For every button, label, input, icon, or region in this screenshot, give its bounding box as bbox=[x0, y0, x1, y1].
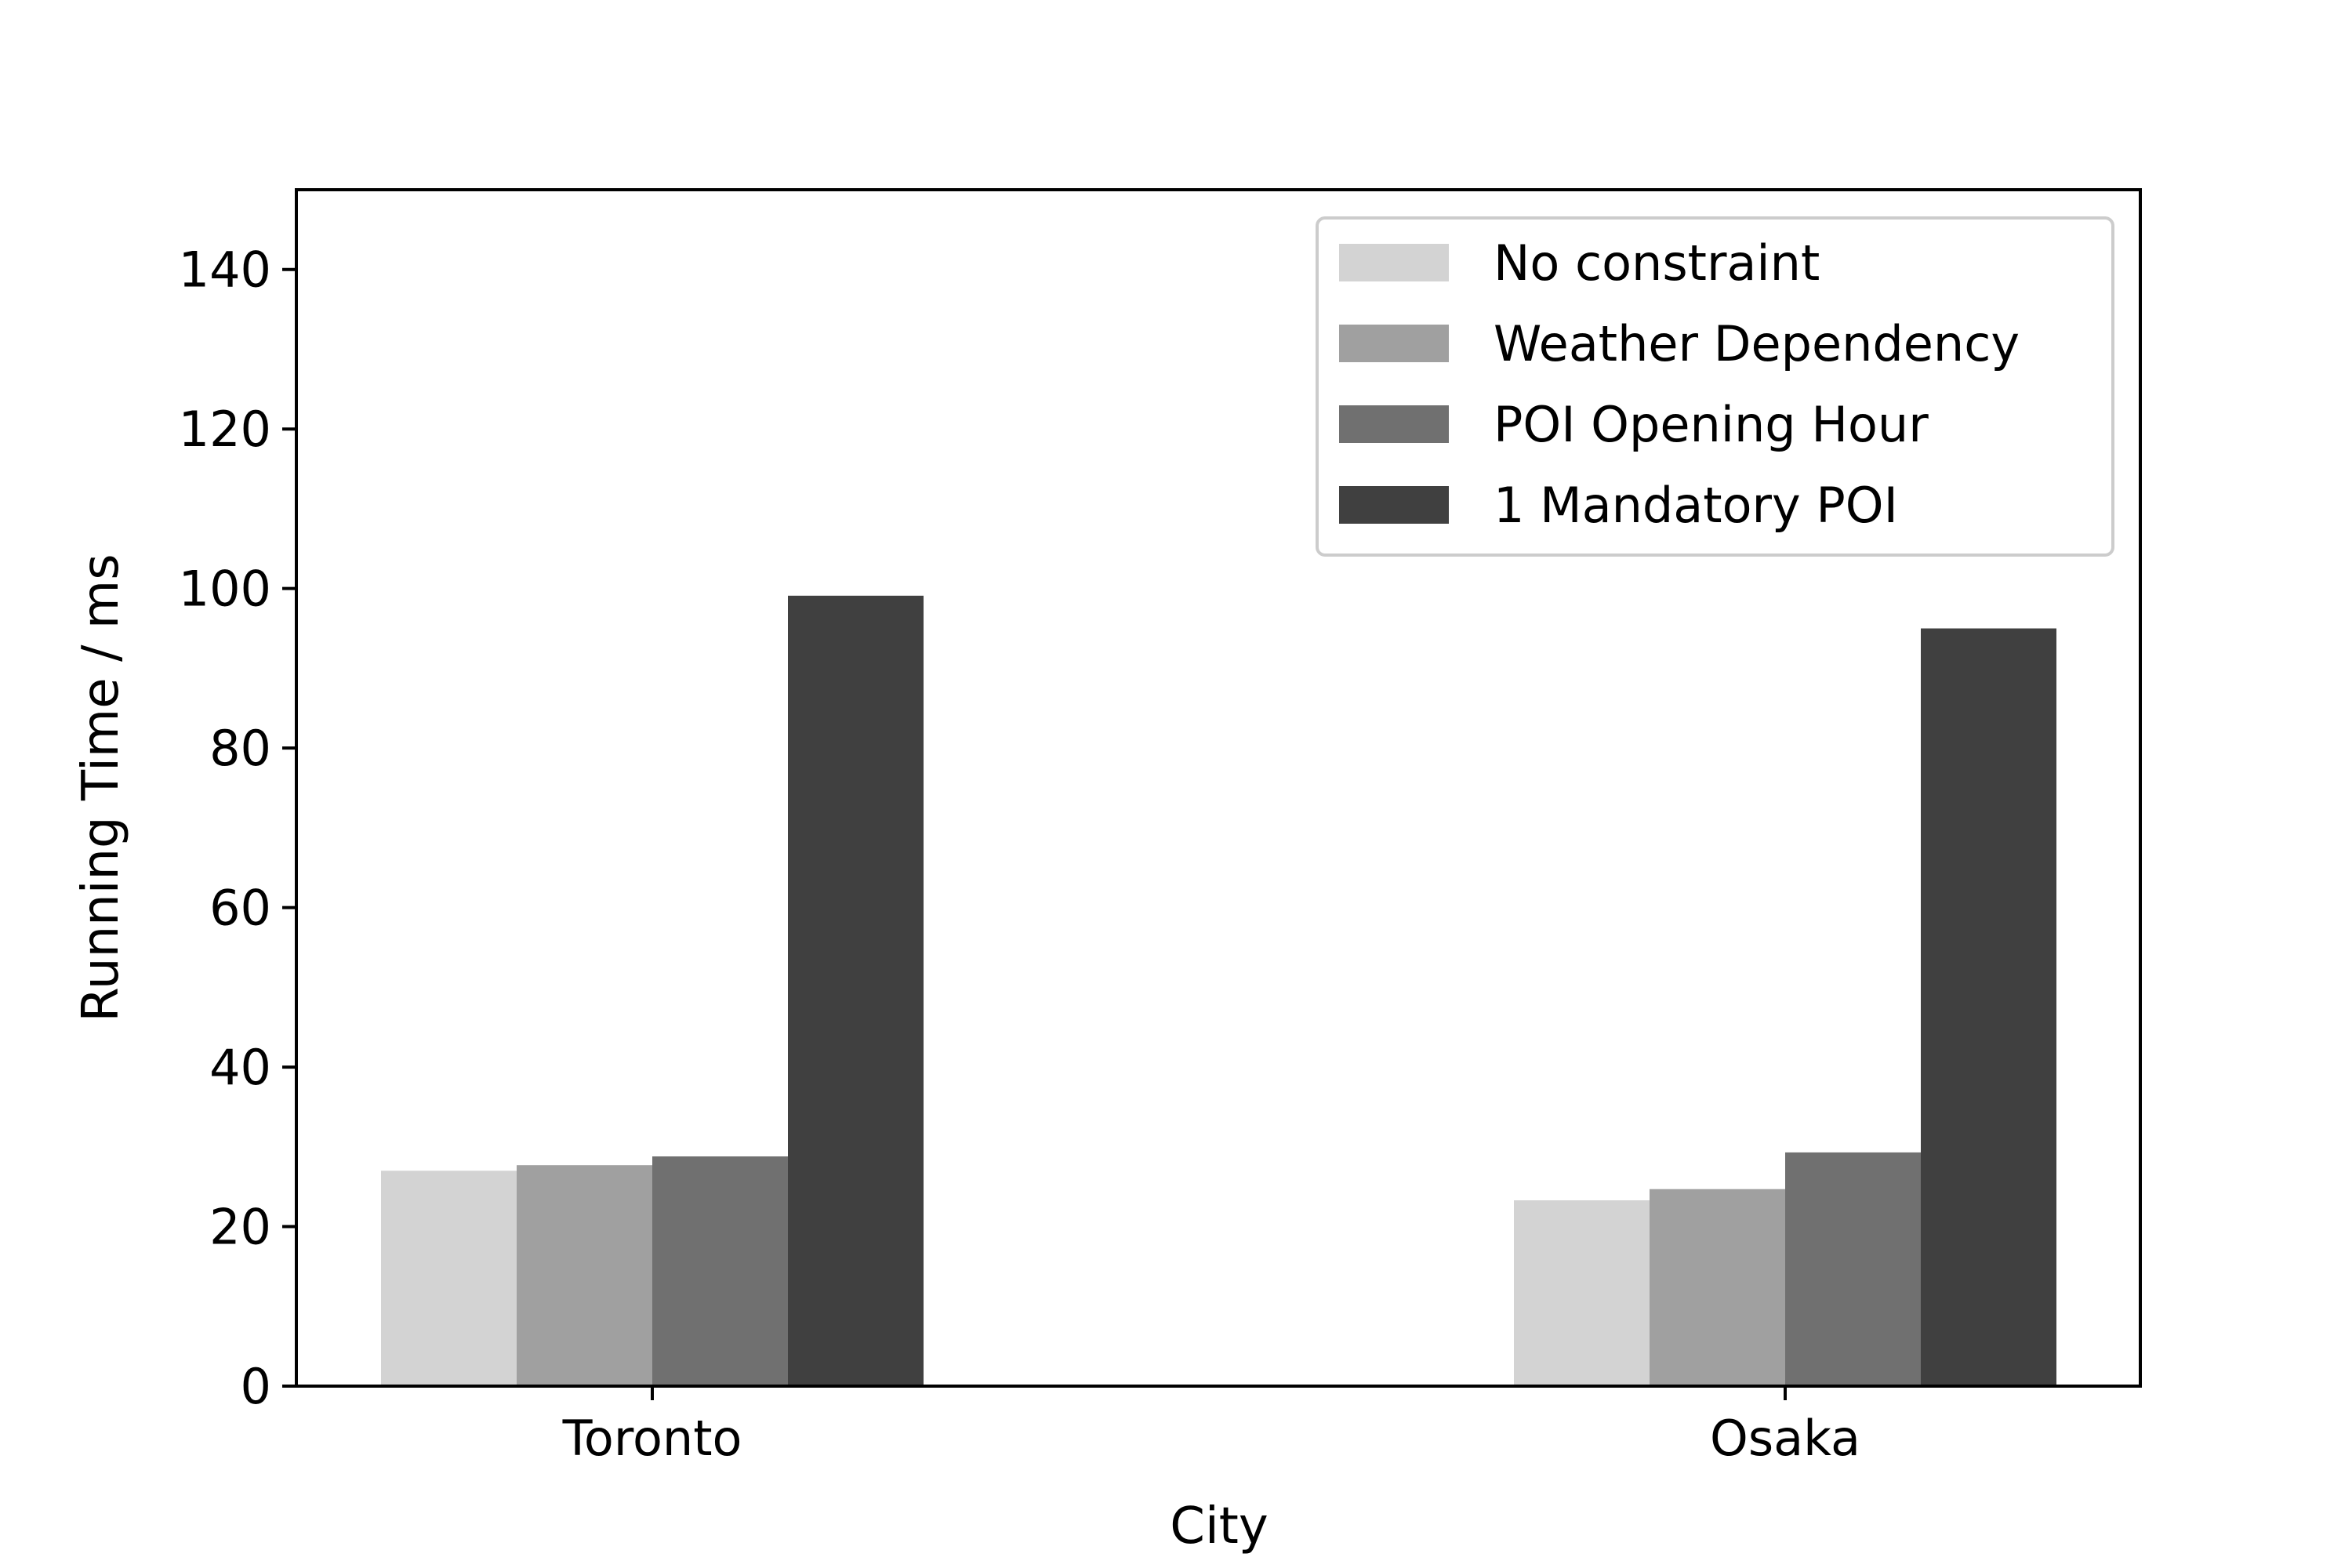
bar-osaka-series-2 bbox=[1650, 1189, 1785, 1386]
legend-label: 1 Mandatory POI bbox=[1494, 477, 1898, 534]
x-tick-label: Osaka bbox=[1710, 1410, 1860, 1467]
plot-area-frame bbox=[295, 188, 2142, 1388]
legend-swatch bbox=[1339, 405, 1449, 443]
bar-toronto-series-3 bbox=[652, 1156, 788, 1386]
y-tick-label: 120 bbox=[179, 401, 271, 458]
y-tick-label: 80 bbox=[209, 720, 271, 777]
bar-toronto-series-4 bbox=[788, 595, 924, 1386]
x-axis-title: City bbox=[1170, 1497, 1268, 1555]
bars-layer bbox=[381, 595, 2056, 1386]
legend-swatch bbox=[1339, 244, 1449, 281]
legend: No constraint Weather Dependency POI Openi… bbox=[1316, 216, 2114, 557]
bar-osaka-series-3 bbox=[1785, 1152, 1921, 1386]
x-tick-label: Toronto bbox=[562, 1410, 742, 1467]
y-tick-label: 0 bbox=[241, 1358, 271, 1415]
legend-swatch bbox=[1339, 325, 1449, 362]
bar-toronto-series-1 bbox=[381, 1171, 517, 1386]
y-tick-label: 40 bbox=[209, 1039, 271, 1096]
legend-label: No constraint bbox=[1494, 234, 1820, 292]
y-tick-label: 100 bbox=[179, 561, 271, 618]
legend-label: POI Opening Hour bbox=[1494, 396, 1929, 453]
legend-frame bbox=[1316, 216, 2114, 557]
x-axis: Toronto Osaka bbox=[562, 1386, 1860, 1467]
y-tick-label: 20 bbox=[209, 1199, 271, 1256]
y-tick-label: 140 bbox=[179, 241, 271, 299]
y-axis: 0 20 40 60 80 100 120 140 bbox=[179, 241, 296, 1415]
y-axis-title: Running Time / ms bbox=[72, 554, 130, 1022]
bar-toronto-series-2 bbox=[517, 1165, 652, 1386]
y-tick-label: 60 bbox=[209, 880, 271, 937]
legend-swatch bbox=[1339, 486, 1449, 524]
bar-osaka-series-4 bbox=[1921, 628, 2056, 1386]
bar-osaka-series-1 bbox=[1514, 1200, 1650, 1386]
legend-label: Weather Dependency bbox=[1494, 315, 2020, 372]
